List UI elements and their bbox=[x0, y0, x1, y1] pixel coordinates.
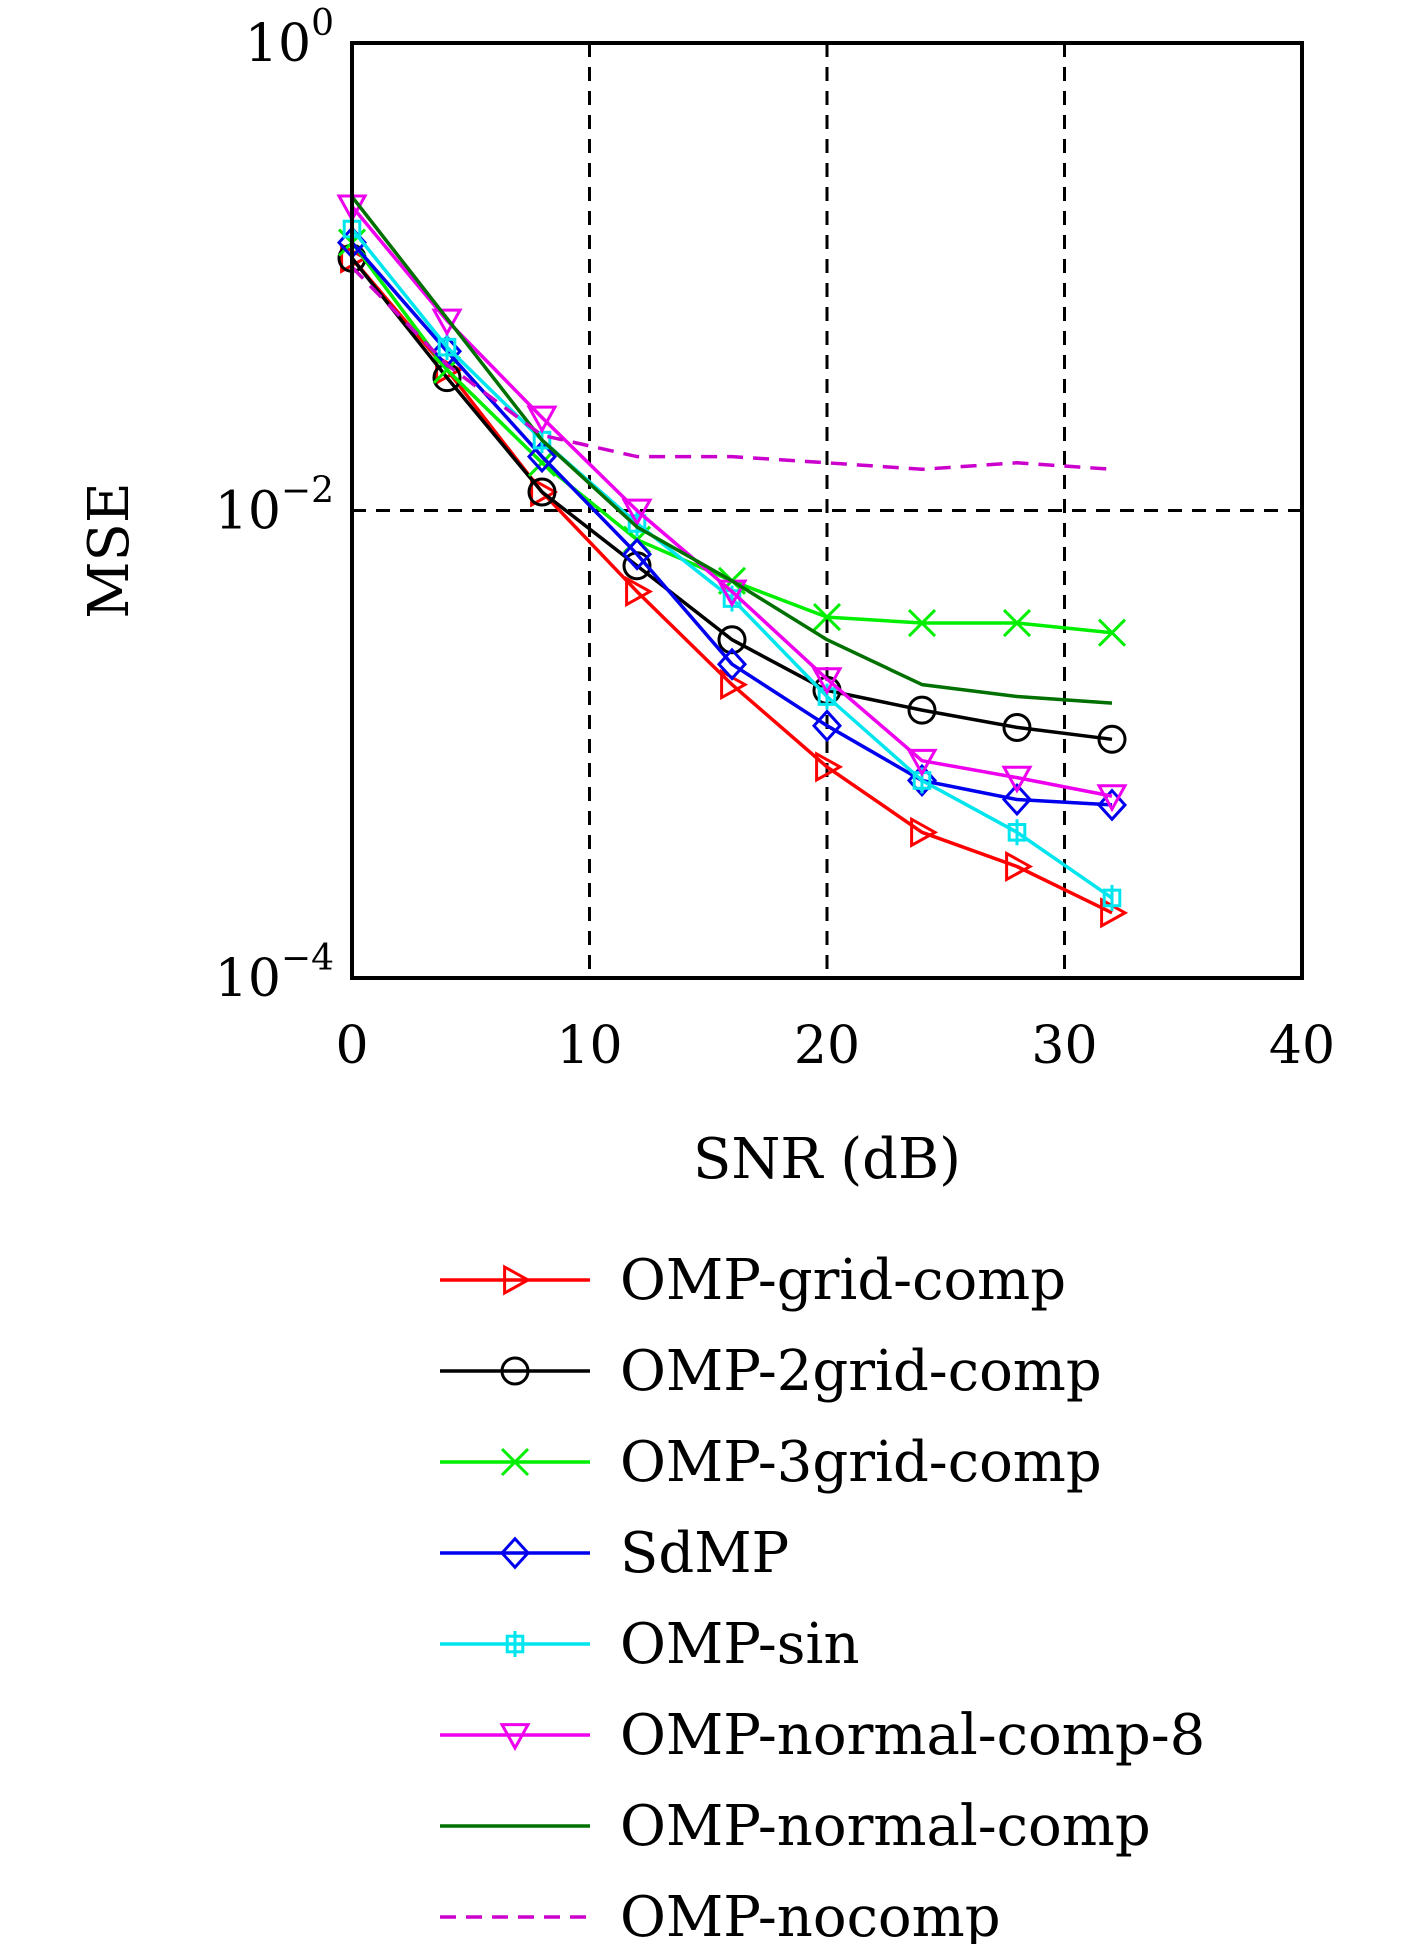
legend-label: OMP-grid-comp bbox=[620, 1248, 1066, 1313]
x-tick-label: 10 bbox=[556, 1016, 622, 1076]
data-point-triangle-down bbox=[811, 667, 843, 696]
x-tick-label: 30 bbox=[1031, 1016, 1097, 1076]
legend-label: OMP-nocomp bbox=[620, 1885, 1001, 1944]
y-axis-title: MSE bbox=[77, 482, 142, 619]
series-omp-sin bbox=[342, 216, 1122, 911]
data-point-circle bbox=[1097, 724, 1127, 754]
data-point-diamond bbox=[526, 440, 558, 474]
x-tick-label: 0 bbox=[335, 1016, 368, 1076]
data-point-x bbox=[527, 448, 557, 477]
x-axis-title: SNR (dB) bbox=[693, 1127, 961, 1192]
series-omp-nocomp bbox=[350, 265, 1113, 472]
series-omp-normal-comp bbox=[350, 195, 1113, 705]
data-point-triangle-down bbox=[1096, 784, 1128, 813]
data-point-triangle-down bbox=[526, 405, 558, 434]
legend-entry: OMP-2grid-comp bbox=[440, 1339, 1102, 1404]
legend-label: OMP-3grid-comp bbox=[620, 1430, 1102, 1495]
legend-entry: SdMP bbox=[440, 1521, 789, 1586]
legend-entry: OMP-sin bbox=[440, 1612, 860, 1677]
legend-label: OMP-sin bbox=[620, 1612, 860, 1677]
data-point-circle bbox=[907, 695, 937, 725]
series-line bbox=[350, 257, 1113, 915]
data-point-triangle-right bbox=[625, 576, 654, 608]
y-tick-label: 100 bbox=[245, 3, 334, 74]
data-point-triangle-right bbox=[503, 1264, 532, 1296]
legend-entry: OMP-normal-comp bbox=[440, 1794, 1151, 1859]
data-point-x bbox=[1097, 618, 1127, 647]
data-point-circle bbox=[527, 477, 557, 507]
legend-entry: OMP-nocomp bbox=[440, 1885, 1001, 1944]
series-line bbox=[350, 195, 1113, 705]
legend-label: OMP-2grid-comp bbox=[620, 1339, 1102, 1404]
legend-label: OMP-normal-comp bbox=[620, 1794, 1151, 1859]
y-tick-label: 10−4 bbox=[215, 938, 334, 1009]
data-point-triangle-right bbox=[1005, 850, 1034, 883]
x-tick-label: 40 bbox=[1269, 1016, 1335, 1076]
data-point-triangle-right bbox=[910, 816, 939, 848]
y-tick-label: 10−2 bbox=[215, 471, 334, 542]
series-line bbox=[350, 241, 1113, 807]
x-tick-label: 20 bbox=[794, 1016, 860, 1076]
data-point-x bbox=[1002, 608, 1032, 638]
series-line bbox=[350, 257, 1113, 742]
plot-area-frame bbox=[350, 41, 1304, 980]
data-series bbox=[336, 194, 1129, 929]
data-point-x bbox=[500, 1447, 530, 1477]
legend-entry: OMP-normal-comp-8 bbox=[440, 1703, 1205, 1768]
data-point-x bbox=[907, 608, 937, 638]
data-point-square-cross bbox=[1007, 819, 1027, 846]
data-point-square-cross bbox=[1102, 884, 1122, 911]
series-omp-grid-comp bbox=[340, 242, 1129, 929]
data-point-triangle-down bbox=[621, 498, 653, 527]
data-point-circle bbox=[1002, 712, 1032, 742]
data-point-square-cross bbox=[817, 683, 837, 710]
legend-label: SdMP bbox=[620, 1521, 789, 1586]
data-point-triangle-down bbox=[1001, 765, 1033, 794]
data-point-triangle-right bbox=[530, 476, 559, 508]
data-point-circle bbox=[500, 1356, 530, 1386]
data-point-triangle-down bbox=[499, 1723, 531, 1752]
legend-entry: OMP-grid-comp bbox=[440, 1248, 1066, 1313]
series-line bbox=[350, 205, 1113, 798]
data-point-circle bbox=[717, 625, 747, 655]
data-point-x bbox=[812, 603, 842, 632]
series-line bbox=[350, 265, 1113, 472]
data-point-triangle-right bbox=[815, 751, 844, 783]
series-line bbox=[350, 227, 1113, 900]
data-point-diamond bbox=[716, 647, 748, 681]
data-point-diamond bbox=[499, 1536, 531, 1570]
data-point-diamond bbox=[811, 709, 843, 743]
axis-ticks: 0 10 20 30 40 100 10−2 10−4 bbox=[215, 3, 1335, 1076]
data-point-diamond bbox=[1001, 783, 1033, 817]
legend-label: OMP-normal-comp-8 bbox=[620, 1703, 1205, 1768]
legend-entry: OMP-3grid-comp bbox=[440, 1430, 1102, 1495]
series-line bbox=[350, 241, 1113, 635]
legend: OMP-grid-comp OMP-2grid-comp OMP-3grid-com… bbox=[440, 1248, 1205, 1944]
data-point-square-cross bbox=[505, 1631, 525, 1657]
data-point-diamond bbox=[621, 537, 653, 571]
data-point-square-cross bbox=[437, 334, 457, 361]
series-omp-3grid-comp bbox=[337, 228, 1127, 647]
grid-lines bbox=[352, 43, 1302, 978]
data-point-triangle-down bbox=[906, 748, 938, 777]
data-point-diamond bbox=[1096, 788, 1128, 822]
data-point-triangle-down bbox=[431, 308, 463, 337]
